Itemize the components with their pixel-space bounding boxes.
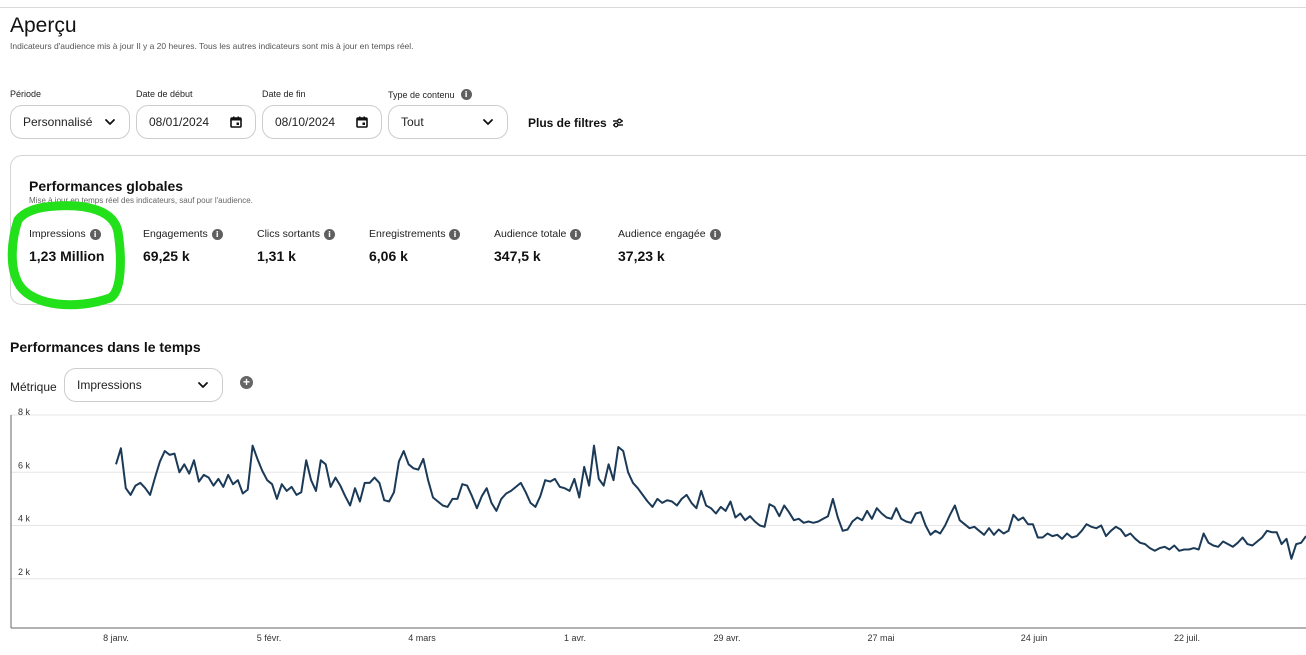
metric-total-audience[interactable]: Audience totale i 347,5 k	[494, 228, 582, 264]
top-divider	[0, 7, 1306, 8]
metric-value: 69,25 k	[143, 248, 190, 264]
y-tick-label: 6 k	[18, 460, 31, 470]
y-tick-label: 4 k	[18, 514, 31, 524]
end-date-input[interactable]: 08/10/2024	[262, 105, 382, 139]
period-label: Période	[10, 89, 42, 99]
end-date-value: 08/10/2024	[275, 115, 336, 129]
overview-subtitle: Mise à jour en temps réel des indicateur…	[29, 196, 253, 205]
metric-saves[interactable]: Enregistrements i 6,06 k	[369, 228, 461, 264]
metric-impressions[interactable]: Impressions i 1,23 Million	[29, 228, 104, 264]
metric-engaged-audience[interactable]: Audience engagée i 37,23 k	[618, 228, 721, 264]
metric-label: Audience engagée	[618, 228, 706, 240]
y-tick-label: 8 k	[18, 407, 31, 417]
metric-select-label: Métrique	[10, 380, 57, 394]
metric-label: Impressions	[29, 228, 86, 240]
start-date-value: 08/01/2024	[149, 115, 210, 129]
x-tick-label: 4 mars	[408, 633, 436, 643]
metric-value: 347,5 k	[494, 248, 541, 264]
calendar-icon	[230, 116, 242, 128]
start-date-label: Date de début	[136, 89, 193, 99]
chevron-down-icon	[105, 119, 115, 125]
calendar-icon	[356, 116, 368, 128]
info-icon[interactable]: i	[211, 228, 223, 240]
x-tick-label: 27 mai	[867, 633, 894, 643]
content-type-label: Type de contenu	[388, 89, 455, 100]
page-subtitle: Indicateurs d'audience mis à jour Il y a…	[10, 41, 414, 51]
content-type-value: Tout	[401, 115, 424, 129]
metric-label: Engagements	[143, 228, 208, 240]
metric-engagements[interactable]: Engagements i 69,25 k	[143, 228, 223, 264]
start-date-input[interactable]: 08/01/2024	[136, 105, 256, 139]
info-icon[interactable]: i	[449, 228, 461, 240]
period-select[interactable]: Personnalisé	[10, 105, 130, 139]
x-tick-label: 24 juin	[1021, 633, 1048, 643]
metric-value: 37,23 k	[618, 248, 665, 264]
content-type-select[interactable]: Tout	[388, 105, 508, 139]
content-type-label-row: Type de contenu i	[388, 89, 472, 100]
page-title: Aperçu	[10, 14, 77, 37]
info-icon[interactable]: i	[709, 228, 721, 240]
impressions-line-chart: 2 k 4 k 6 k 8 k 8 janv. 5 févr. 4 mars 1 avr. 29…	[10, 407, 1306, 643]
metric-select-value: Impressions	[77, 378, 142, 392]
metric-outbound-clicks[interactable]: Clics sortants i 1,31 k	[257, 228, 336, 264]
x-tick-label: 5 févr.	[257, 633, 282, 643]
info-icon[interactable]: i	[89, 228, 101, 240]
metric-value: 1,31 k	[257, 248, 296, 264]
metric-value: 1,23 Million	[29, 248, 105, 264]
x-tick-label: 1 avr.	[564, 633, 586, 643]
end-date-label: Date de fin	[262, 89, 306, 99]
x-tick-label: 29 avr.	[713, 633, 740, 643]
metric-label: Clics sortants	[257, 228, 321, 240]
metric-label: Audience totale	[494, 228, 567, 240]
timeline-title: Performances dans le temps	[10, 339, 201, 355]
impressions-series-line	[115, 444, 1306, 560]
metric-label: Enregistrements	[369, 228, 446, 240]
chevron-down-icon	[483, 119, 493, 125]
info-icon[interactable]: i	[324, 228, 336, 240]
y-tick-label: 2 k	[18, 567, 31, 577]
x-tick-label: 8 janv.	[103, 633, 129, 643]
more-filters-label: Plus de filtres	[528, 116, 607, 130]
filter-sliders-icon	[612, 118, 623, 128]
chevron-down-icon	[198, 382, 208, 388]
overview-title: Performances globales	[29, 178, 184, 194]
metric-select[interactable]: Impressions	[64, 368, 223, 402]
info-icon[interactable]: i	[570, 228, 582, 240]
add-metric-button[interactable]: +	[240, 376, 253, 389]
x-tick-label: 22 juil.	[1174, 633, 1200, 643]
more-filters-button[interactable]: Plus de filtres	[528, 116, 624, 130]
period-value: Personnalisé	[23, 115, 93, 129]
metric-value: 6,06 k	[369, 248, 408, 264]
info-icon[interactable]: i	[460, 89, 472, 100]
